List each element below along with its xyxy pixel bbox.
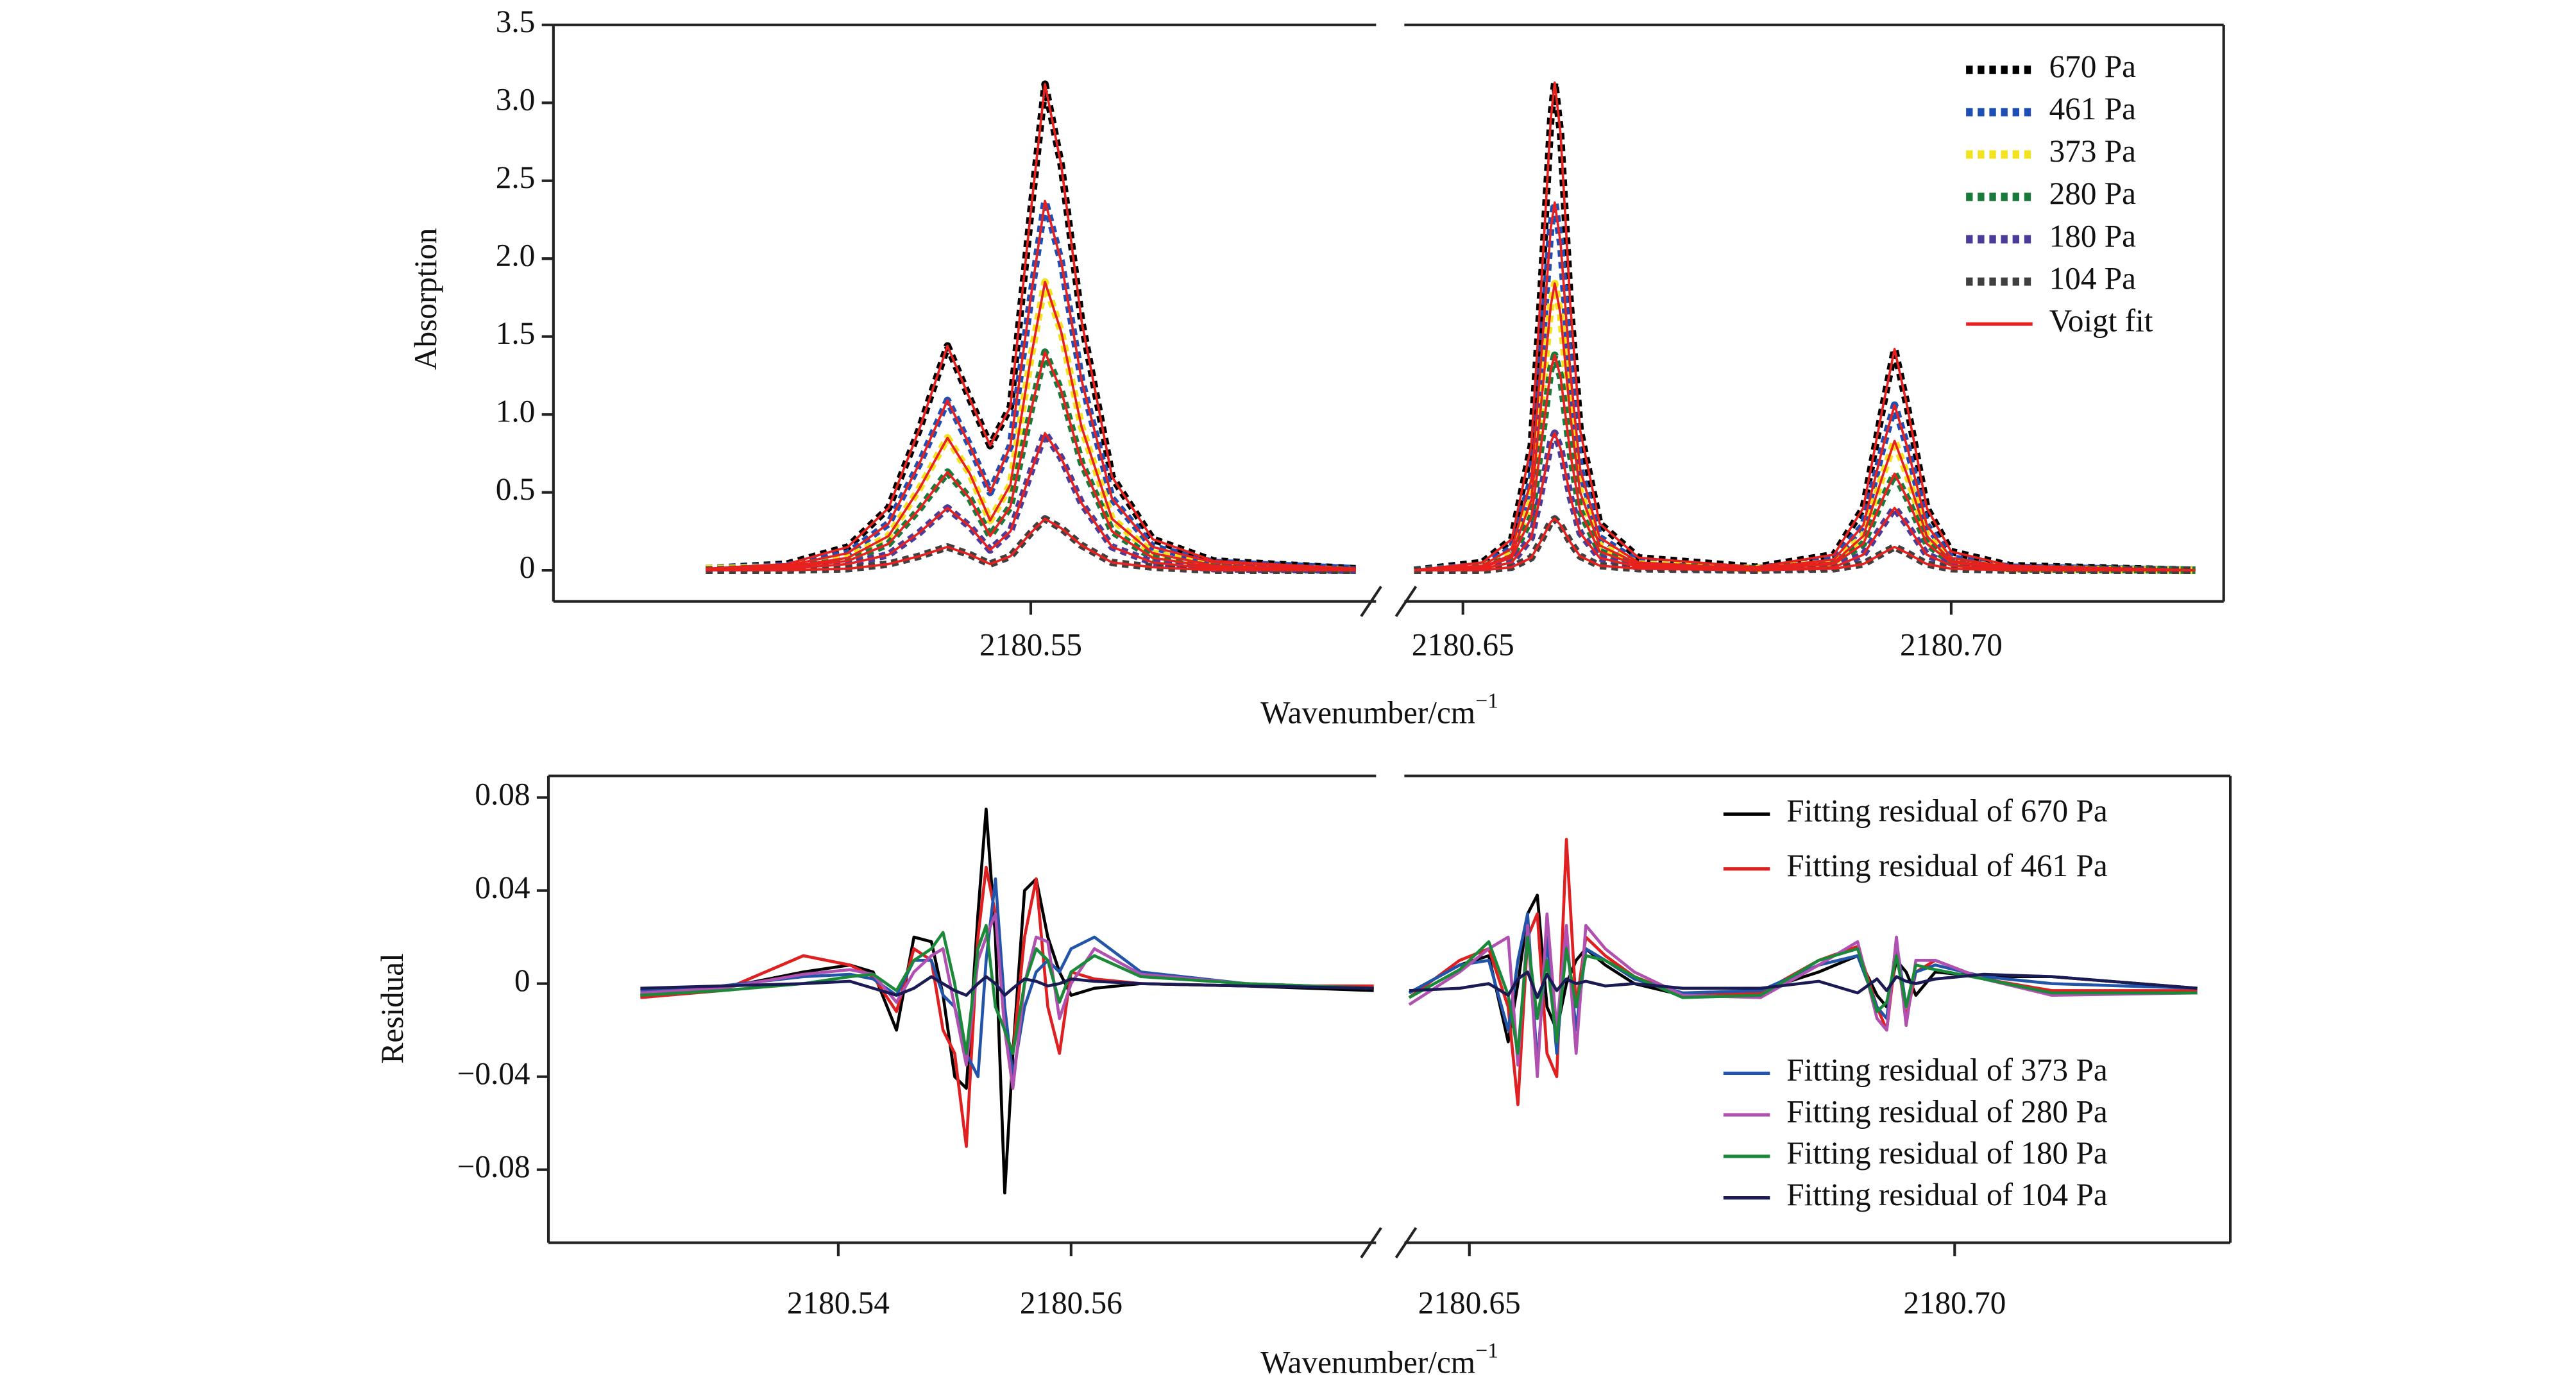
- fit-line: [706, 83, 1356, 570]
- fit-line: [1414, 282, 2196, 571]
- fit-line: [1414, 432, 2196, 571]
- axis-break: [1394, 586, 1418, 618]
- series-line: [640, 808, 1374, 1195]
- y-tick-label: 0.08: [475, 777, 530, 812]
- series-line: [706, 278, 1356, 574]
- series-line: [640, 975, 1374, 997]
- x-axis-label: Wavenumber/cm−1: [1260, 689, 1498, 730]
- fit-line: [1414, 354, 2196, 571]
- y-tick-label: 3.5: [496, 4, 536, 39]
- fit-line: [706, 518, 1356, 571]
- x-tick-label: 2180.65: [1412, 627, 1514, 663]
- legend-label: Fitting residual of 670 Pa: [1786, 793, 2108, 829]
- x-tick-label: 2180.70: [1903, 1285, 2006, 1320]
- y-tick-label: 1.0: [496, 393, 536, 428]
- legend-label: 670 Pa: [2049, 49, 2137, 84]
- x-tick-label: 2180.70: [1900, 627, 2003, 663]
- legend-label: 461 Pa: [2049, 91, 2137, 126]
- series-line: [640, 912, 1374, 1090]
- legend-label: Voigt fit: [2049, 303, 2153, 338]
- x-tick-label: 2180.56: [1020, 1285, 1123, 1320]
- legend-label: 180 Pa: [2049, 218, 2137, 253]
- series-line: [1408, 935, 2198, 1055]
- legend-label: 280 Pa: [2049, 176, 2137, 211]
- fit-line: [1414, 201, 2196, 571]
- y-tick-label: 2.0: [496, 238, 536, 273]
- y-tick-label: 0: [514, 963, 530, 998]
- legend-label: 373 Pa: [2049, 133, 2137, 169]
- y-tick-label: 2.5: [496, 160, 536, 195]
- y-tick-label: 0.5: [496, 471, 536, 507]
- legend-label: Fitting residual of 461 Pa: [1786, 848, 2108, 883]
- fit-line: [1414, 518, 2196, 571]
- fit-line: [706, 351, 1356, 571]
- y-tick-label: 0: [520, 549, 536, 584]
- y-tick-label: −0.08: [457, 1149, 530, 1184]
- axis-break: [1360, 1227, 1382, 1259]
- fit-line: [706, 280, 1356, 571]
- series-line: [640, 865, 1374, 1148]
- axis-break: [1360, 586, 1382, 618]
- x-axis-label-text: Wavenumber/cm: [1260, 1345, 1475, 1379]
- x-axis-label-sup: −1: [1475, 1339, 1498, 1362]
- legend-label: 104 Pa: [2049, 260, 2137, 296]
- y-tick-label: 1.5: [496, 316, 536, 351]
- fit-line: [706, 432, 1356, 571]
- series-line: [640, 924, 1374, 1055]
- series-line: [706, 197, 1356, 573]
- series-line: [705, 80, 1356, 573]
- x-axis-label-sup: −1: [1475, 689, 1498, 713]
- legend-label: Fitting residual of 280 Pa: [1786, 1094, 2108, 1129]
- x-tick-label: 2180.65: [1418, 1285, 1521, 1320]
- x-axis-label-text: Wavenumber/cm: [1260, 695, 1475, 731]
- legend-label: Fitting residual of 180 Pa: [1786, 1135, 2108, 1171]
- y-axis-label: Residual: [375, 953, 410, 1063]
- fit-line: [706, 199, 1356, 570]
- x-tick-label: 2180.55: [979, 627, 1082, 663]
- y-tick-label: −0.04: [457, 1056, 530, 1091]
- x-axis-label: Wavenumber/cm−1: [1260, 1339, 1498, 1379]
- axis-break: [1394, 1227, 1418, 1259]
- series-line: [640, 877, 1374, 1078]
- subplot: 0 0.5 1.0 1.5 2.0 2.5 3.0 3.5 2180.55 2180.65 2180…: [408, 4, 2225, 731]
- y-tick-label: 0.04: [475, 870, 530, 905]
- series-line: [706, 429, 1356, 574]
- series-line: [1409, 970, 2198, 999]
- subplot: 0.08 0.04 0 −0.04 −0.08 2180.54 2180.56 2180.65…: [375, 774, 2232, 1379]
- y-axis-label: Absorption: [408, 228, 443, 370]
- legend-label: Fitting residual of 373 Pa: [1786, 1053, 2108, 1088]
- y-tick-label: 3.0: [496, 82, 536, 117]
- x-tick-label: 2180.54: [787, 1285, 890, 1320]
- legend-label: Fitting residual of 104 Pa: [1786, 1177, 2108, 1212]
- fit-line: [1414, 81, 2196, 571]
